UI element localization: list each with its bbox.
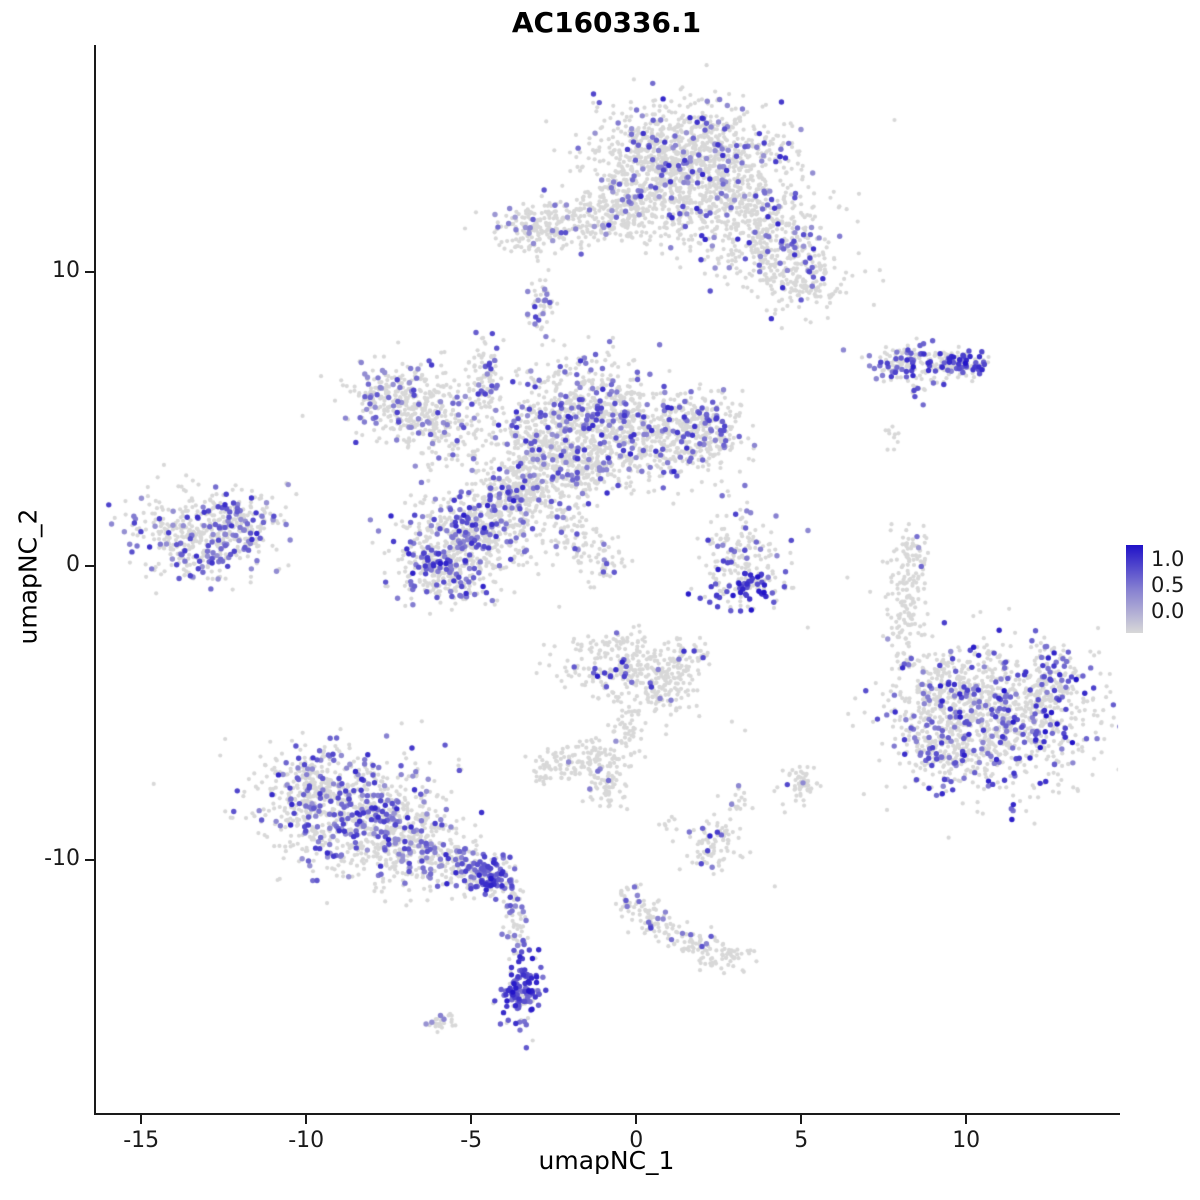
- colorbar-tick-label: 0.5: [1151, 573, 1185, 597]
- x-tick-label: -10: [288, 1128, 325, 1153]
- colorbar-tick-label: 1.0: [1151, 547, 1185, 571]
- y-tick-label: 10: [52, 257, 80, 283]
- x-tick-label: 0: [629, 1128, 644, 1153]
- x-tick-label: -15: [123, 1128, 160, 1153]
- y-tick-mark: [85, 270, 94, 273]
- y-tick-label: 0: [66, 551, 80, 577]
- x-tick-mark: [635, 1115, 638, 1124]
- x-tick-mark: [965, 1115, 968, 1124]
- x-tick-label: 5: [794, 1128, 809, 1153]
- x-tick-label: 10: [952, 1128, 981, 1153]
- x-axis-line: [94, 1113, 1120, 1115]
- x-axis-title: umapNC_1: [538, 1146, 675, 1175]
- x-tick-label: -5: [460, 1128, 483, 1153]
- chart-title: AC160336.1: [511, 6, 702, 39]
- y-tick-mark: [85, 564, 94, 567]
- x-tick-mark: [140, 1115, 143, 1124]
- x-tick-mark: [800, 1115, 803, 1124]
- y-axis-line: [94, 45, 96, 1115]
- x-tick-mark: [470, 1115, 473, 1124]
- colorbar-tick-label: 0.0: [1151, 599, 1185, 623]
- y-tick-label: -10: [44, 845, 80, 871]
- colorbar-gradient: [1126, 545, 1143, 633]
- x-tick-mark: [305, 1115, 308, 1124]
- y-tick-mark: [85, 858, 94, 861]
